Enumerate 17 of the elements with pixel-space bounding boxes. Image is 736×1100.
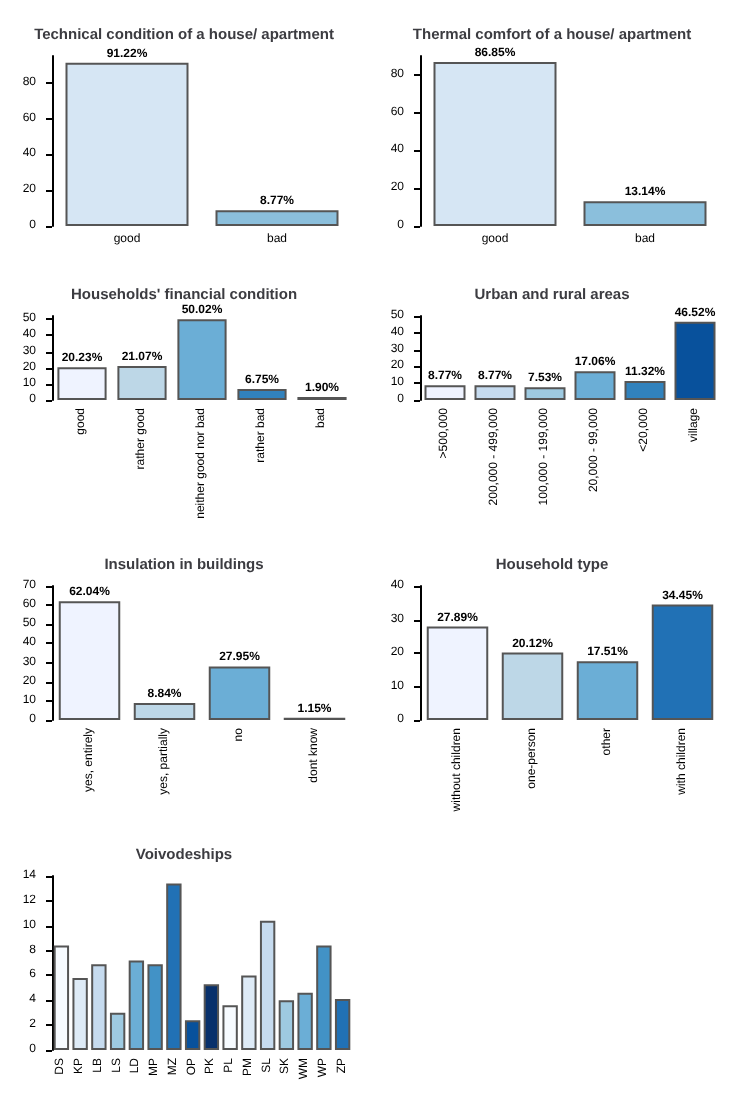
bar bbox=[133, 703, 196, 720]
bar bbox=[424, 385, 466, 400]
bar bbox=[524, 387, 566, 400]
bar bbox=[237, 389, 287, 400]
bar bbox=[501, 652, 564, 720]
bar bbox=[576, 661, 639, 720]
bar bbox=[574, 371, 616, 400]
bar bbox=[651, 604, 714, 720]
bar bbox=[426, 626, 489, 720]
bar bbox=[177, 319, 227, 400]
bar bbox=[58, 601, 121, 720]
bar bbox=[624, 380, 666, 400]
bar bbox=[117, 365, 167, 400]
bar bbox=[674, 321, 716, 400]
bar bbox=[474, 385, 516, 400]
bar bbox=[57, 367, 107, 400]
bar bbox=[208, 666, 271, 720]
